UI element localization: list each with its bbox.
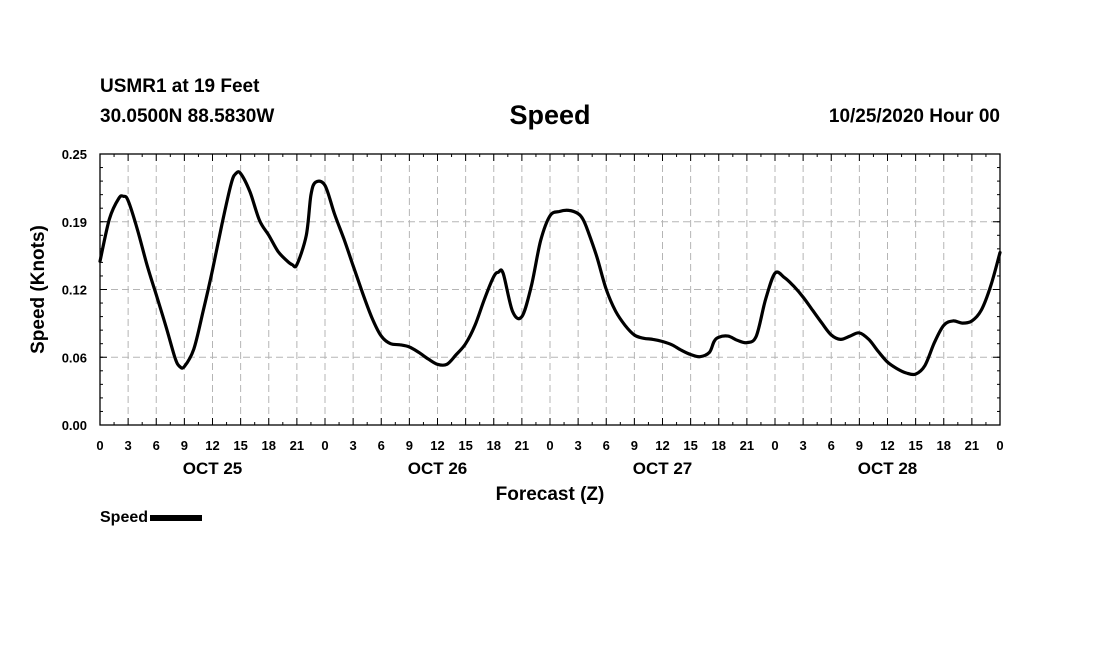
y-tick-label: 0.25: [62, 147, 87, 162]
forecast-run-label: 10/25/2020 Hour 00: [828, 106, 1000, 127]
x-tick-label: 15: [683, 438, 697, 453]
x-tick-label: 18: [937, 438, 951, 453]
x-day-label: OCT 27: [633, 459, 693, 478]
x-tick-label: 15: [458, 438, 472, 453]
x-tick-label: 12: [655, 438, 669, 453]
y-axis-title: Speed (Knots): [28, 225, 49, 354]
plot-frame: [99, 153, 1001, 426]
x-tick-label: 6: [603, 438, 610, 453]
x-tick-label: 12: [880, 438, 894, 453]
x-axis-title: Forecast (Z): [496, 484, 605, 505]
x-tick-label: 0: [546, 438, 553, 453]
x-tick-label: 21: [965, 438, 979, 453]
x-tick-label: 9: [406, 438, 413, 453]
x-tick-label: 18: [712, 438, 726, 453]
chart-title: Speed: [509, 100, 591, 130]
x-tick-label: 6: [153, 438, 160, 453]
x-tick-label: 15: [908, 438, 922, 453]
x-tick-label: 9: [631, 438, 638, 453]
coordinates-label: 30.0500N 88.5830W: [100, 106, 275, 127]
x-tick-label: 18: [262, 438, 276, 453]
x-tick-label: 15: [233, 438, 247, 453]
x-tick-label: 6: [828, 438, 835, 453]
x-day-label: OCT 26: [408, 459, 468, 478]
x-tick-label: 6: [378, 438, 385, 453]
legend-label: Speed: [100, 509, 149, 526]
x-tick-label: 0: [996, 438, 1003, 453]
x-tick-label: 9: [856, 438, 863, 453]
y-tick-label: 0.06: [62, 350, 87, 365]
x-tick-label: 3: [575, 438, 582, 453]
x-tick-label: 0: [771, 438, 778, 453]
x-day-label: OCT 28: [858, 459, 918, 478]
x-tick-label: 9: [181, 438, 188, 453]
x-tick-label: 0: [321, 438, 328, 453]
x-tick-label: 21: [740, 438, 754, 453]
x-tick-label: 0: [96, 438, 103, 453]
y-tick-label: 0.00: [62, 418, 87, 433]
series-layer: [98, 170, 1002, 377]
x-tick-label: 3: [125, 438, 132, 453]
x-tick-label: 18: [487, 438, 501, 453]
x-day-label: OCT 25: [183, 459, 243, 478]
x-tick-label: 3: [350, 438, 357, 453]
series-line-speed: [98, 170, 1002, 377]
legend-swatch: [150, 515, 203, 521]
x-tick-label: 3: [800, 438, 807, 453]
grid-lines: [100, 154, 1000, 425]
x-tick-label: 21: [515, 438, 529, 453]
axis-tick-labels: 0 3 6 9 12 15 18 21 0 3 6 9 12 15 18 21 0 3 6 9 12 15 18 21 0 3 6 9…: [62, 147, 1004, 478]
x-tick-label: 21: [290, 438, 304, 453]
legend: Speed: [100, 509, 203, 527]
x-tick-label: 12: [205, 438, 219, 453]
x-tick-label: 12: [430, 438, 444, 453]
y-tick-label: 0.19: [62, 215, 87, 230]
station-label: USMR1 at 19 Feet: [100, 76, 260, 97]
y-tick-label: 0.12: [62, 283, 87, 298]
